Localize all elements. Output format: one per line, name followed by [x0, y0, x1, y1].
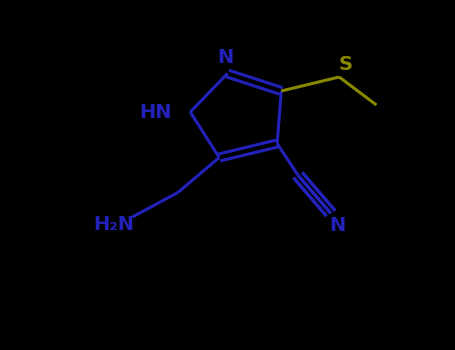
- Text: S: S: [339, 55, 352, 74]
- Text: N: N: [329, 216, 345, 235]
- Text: HN: HN: [139, 103, 172, 121]
- Text: N: N: [217, 48, 233, 67]
- Text: H₂N: H₂N: [93, 215, 134, 233]
